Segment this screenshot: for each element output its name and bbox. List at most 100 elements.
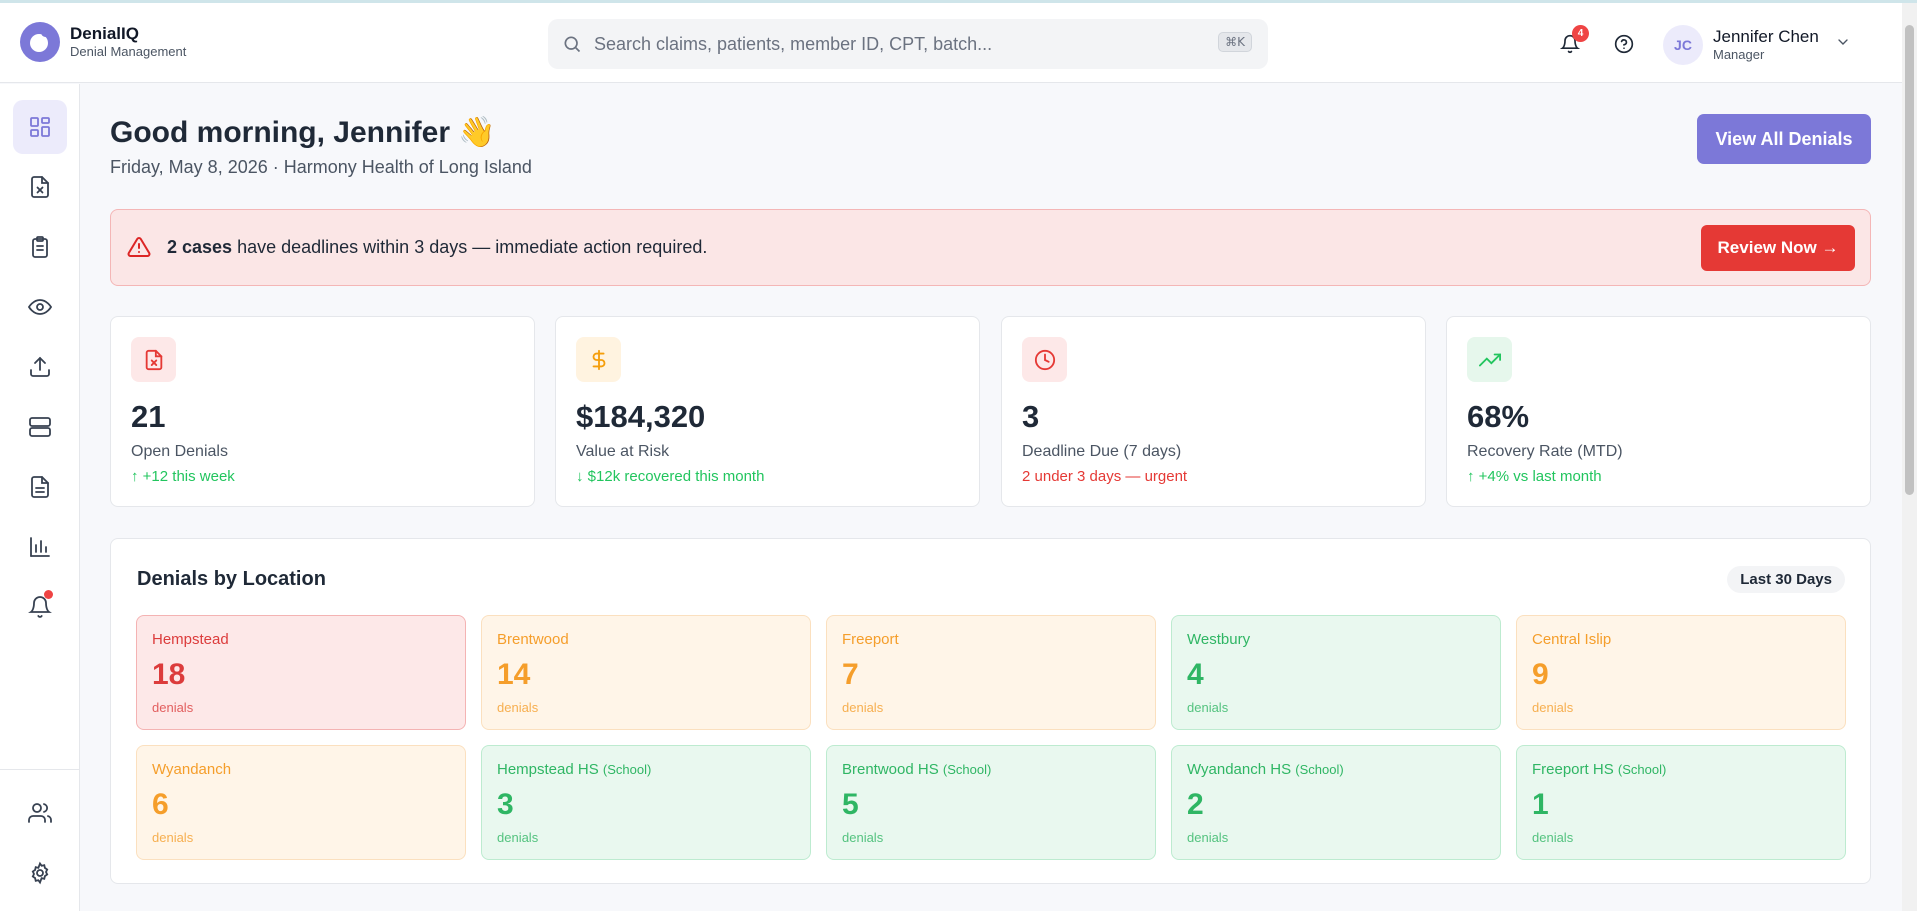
sidebar-item-review[interactable]	[13, 280, 67, 334]
stat-icon-box	[1467, 337, 1512, 382]
stat-card-value-at-risk[interactable]: $184,320 Value at Risk ↓ $12k recovered …	[555, 316, 980, 507]
clock-icon	[1034, 349, 1055, 370]
location-name: Freeport	[842, 631, 899, 648]
location-denial-count: 18	[152, 658, 186, 691]
stat-card-open-denials[interactable]: 21 Open Denials ↑ +12 this week	[110, 316, 535, 507]
notification-count-badge: 4	[1572, 25, 1589, 42]
location-denial-count: 7	[842, 658, 859, 691]
location-type-tag: (School)	[602, 762, 652, 777]
section-title: Denials by Location	[137, 568, 326, 590]
user-role: Manager	[1713, 47, 1765, 62]
location-unit-label: denials	[1187, 830, 1229, 845]
date-range-badge[interactable]: Last 30 Days	[1727, 566, 1845, 593]
alert-dot	[44, 590, 53, 599]
stat-label: Deadline Due (7 days)	[1022, 443, 1182, 460]
view-all-denials-button[interactable]: View All Denials	[1697, 114, 1871, 164]
location-name-text: Westbury	[1187, 631, 1251, 648]
location-card[interactable]: Wyandanch HS (School) 2 denials	[1171, 745, 1501, 860]
file-x-icon	[145, 349, 162, 370]
sidebar-item-alerts[interactable]	[13, 580, 67, 634]
alert-body: have deadlines within 3 days — immediate…	[232, 237, 708, 257]
search-shortcut-hint: ⌘K	[1218, 32, 1252, 52]
top-header: DenialIQ Denial Management ⌘K 4 JC Jenni…	[0, 3, 1902, 83]
location-denial-count: 1	[1532, 788, 1549, 821]
location-type-tag: (School)	[942, 762, 992, 777]
sidebar-item-denials[interactable]	[13, 160, 67, 214]
location-card[interactable]: Central Islip 9 denials	[1516, 615, 1846, 730]
location-name: Central Islip	[1532, 631, 1611, 648]
alert-triangle-icon	[127, 236, 151, 257]
sidebar-item-reports[interactable]	[13, 520, 67, 574]
location-unit-label: denials	[1532, 700, 1574, 715]
top-accent-line	[0, 0, 1917, 3]
trending-up-icon	[1478, 353, 1501, 366]
page-title: Good morning, Jennifer 👋	[110, 116, 496, 149]
sidebar-item-dashboard[interactable]	[13, 100, 67, 154]
sidebar-item-upload[interactable]	[13, 340, 67, 394]
stat-label: Recovery Rate (MTD)	[1467, 443, 1623, 460]
search-input[interactable]	[594, 33, 1194, 55]
sidebar-item-worklist[interactable]	[13, 220, 67, 274]
bell-icon	[1560, 34, 1580, 54]
sidebar-item-settings[interactable]	[13, 846, 67, 900]
dashboard-icon	[30, 117, 50, 137]
file-text-icon	[31, 476, 49, 498]
location-card[interactable]: Brentwood HS (School) 5 denials	[826, 745, 1156, 860]
location-type-tag: (School)	[1295, 762, 1344, 777]
alert-highlight: 2 cases	[167, 237, 233, 257]
clipboard-list-icon	[32, 236, 48, 258]
server-icon	[29, 417, 51, 437]
settings-icon	[31, 861, 49, 885]
stat-value: $184,320	[576, 399, 706, 434]
location-card[interactable]: Wyandanch 6 denials	[136, 745, 466, 860]
location-name-text: Central Islip	[1532, 631, 1612, 648]
location-type-tag: (School)	[1617, 762, 1667, 777]
location-name: Hempstead	[152, 631, 229, 648]
user-name: Jennifer Chen	[1713, 27, 1819, 46]
stat-trend: ↑ +4% vs last month	[1467, 468, 1602, 485]
location-card[interactable]: Hempstead HS (School) 3 denials	[481, 745, 811, 860]
location-denial-count: 2	[1187, 788, 1204, 821]
global-search[interactable]: ⌘K	[548, 19, 1268, 69]
page-subtitle: Friday, May 8, 2026 · Harmony Health of …	[110, 157, 532, 177]
sidebar-item-users[interactable]	[13, 786, 67, 840]
location-unit-label: denials	[1532, 830, 1574, 845]
stat-label: Open Denials	[131, 443, 228, 460]
location-denial-count: 3	[497, 788, 514, 821]
location-card[interactable]: Brentwood 14 denials	[481, 615, 811, 730]
location-name-text: Brentwood HS	[842, 761, 939, 778]
scrollbar-thumb[interactable]	[1905, 25, 1914, 495]
review-now-button[interactable]: Review Now →	[1701, 225, 1855, 271]
help-circle-icon	[1614, 34, 1634, 54]
location-unit-label: denials	[497, 830, 539, 845]
location-name-text: Brentwood	[497, 631, 569, 648]
user-menu[interactable]: JC Jennifer Chen Manager	[1663, 25, 1851, 65]
sidebar-item-batches[interactable]	[13, 400, 67, 454]
eye-icon	[28, 299, 52, 315]
stat-trend: 2 under 3 days — urgent	[1022, 468, 1188, 485]
location-unit-label: denials	[1187, 700, 1229, 715]
location-denial-count: 5	[842, 788, 859, 821]
location-card[interactable]: Freeport 7 denials	[826, 615, 1156, 730]
location-card[interactable]: Freeport HS (School) 1 denials	[1516, 745, 1846, 860]
location-unit-label: denials	[842, 700, 884, 715]
stat-card-recovery-rate[interactable]: 68% Recovery Rate (MTD) ↑ +4% vs last mo…	[1446, 316, 1871, 507]
avatar: JC	[1663, 25, 1703, 65]
stat-icon-box	[1022, 337, 1067, 382]
notifications-button[interactable]: 4	[1558, 25, 1589, 56]
location-name-text: Hempstead HS	[497, 761, 599, 778]
bar-chart-icon	[30, 537, 50, 557]
dollar-icon	[592, 349, 605, 370]
users-icon	[28, 803, 52, 823]
page-scrollbar[interactable]	[1902, 3, 1917, 911]
bell-icon	[28, 596, 52, 618]
location-card[interactable]: Westbury 4 denials	[1171, 615, 1501, 730]
sidebar-item-documents[interactable]	[13, 460, 67, 514]
location-name-text: Wyandanch HS	[1187, 761, 1292, 778]
chevron-down-icon	[1838, 39, 1848, 45]
location-card[interactable]: Hempstead 18 denials	[136, 615, 466, 730]
brand[interactable]: DenialIQ Denial Management	[20, 22, 186, 62]
stat-card-deadline-due[interactable]: 3 Deadline Due (7 days) 2 under 3 days —…	[1001, 316, 1426, 507]
stat-value: 3	[1022, 399, 1040, 434]
help-button[interactable]	[1612, 32, 1636, 56]
